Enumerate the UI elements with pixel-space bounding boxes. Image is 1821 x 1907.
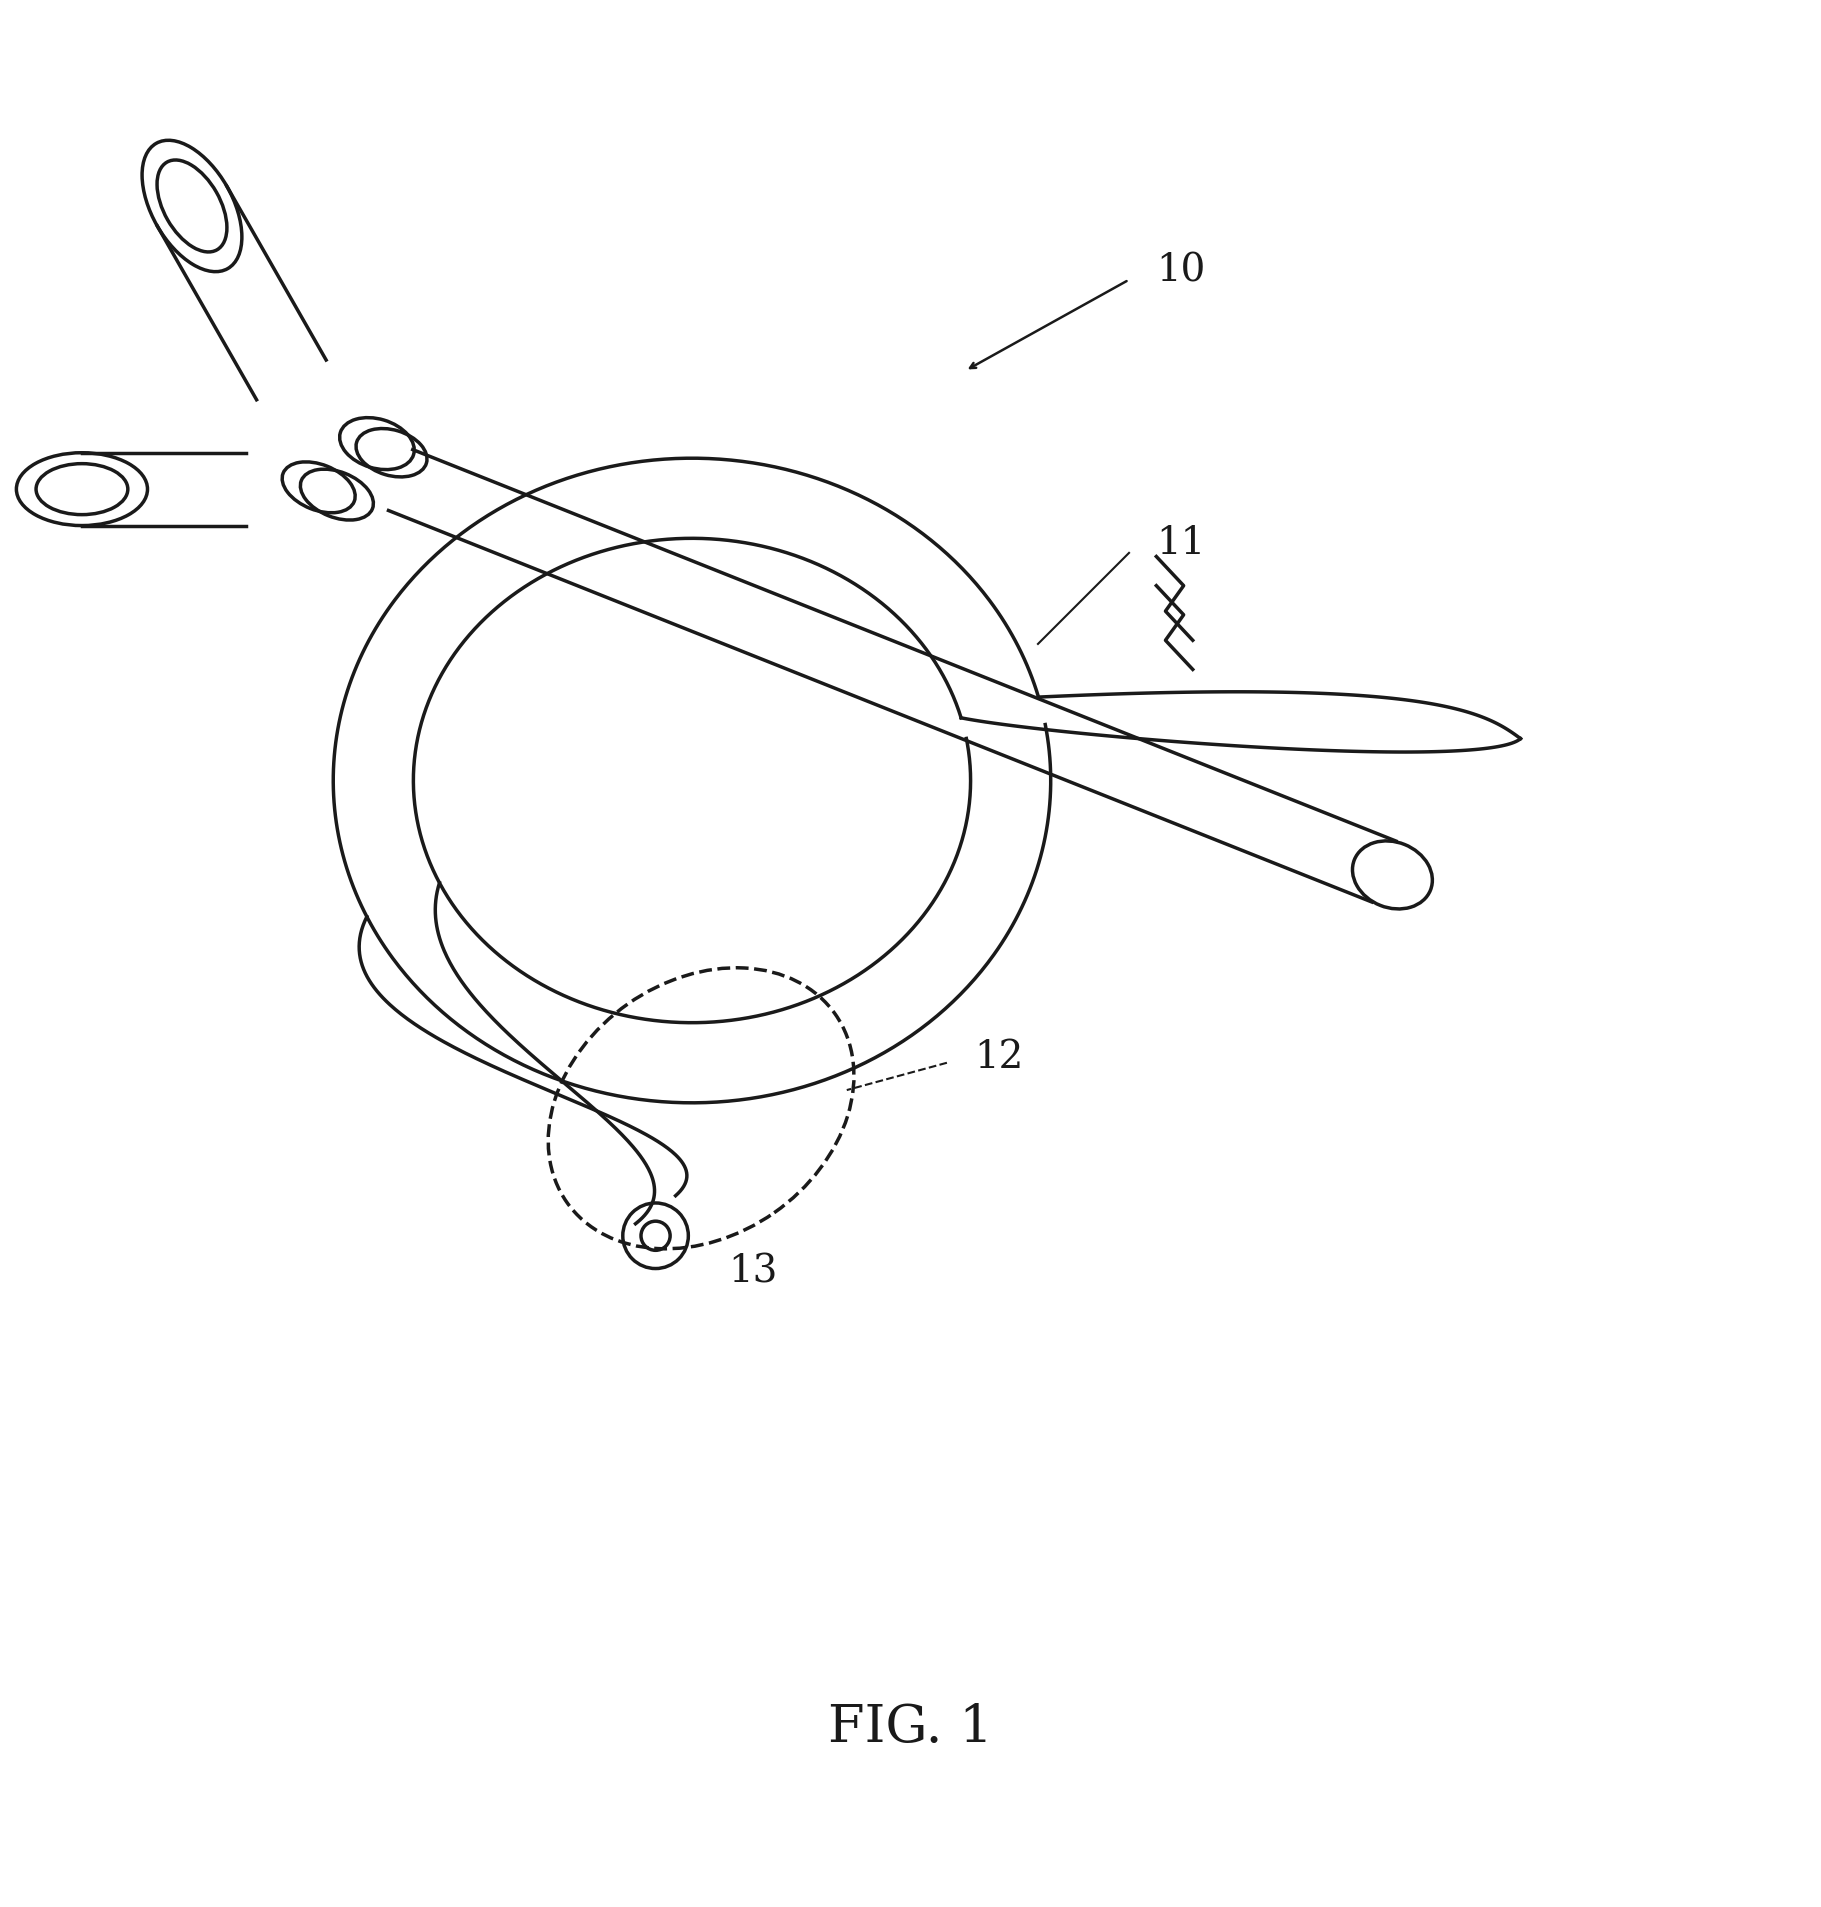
Text: 12: 12	[974, 1039, 1023, 1076]
Text: 11: 11	[1156, 524, 1206, 563]
Text: FIG. 1: FIG. 1	[829, 1701, 992, 1753]
Text: 10: 10	[1156, 252, 1206, 290]
Text: 13: 13	[728, 1253, 778, 1291]
